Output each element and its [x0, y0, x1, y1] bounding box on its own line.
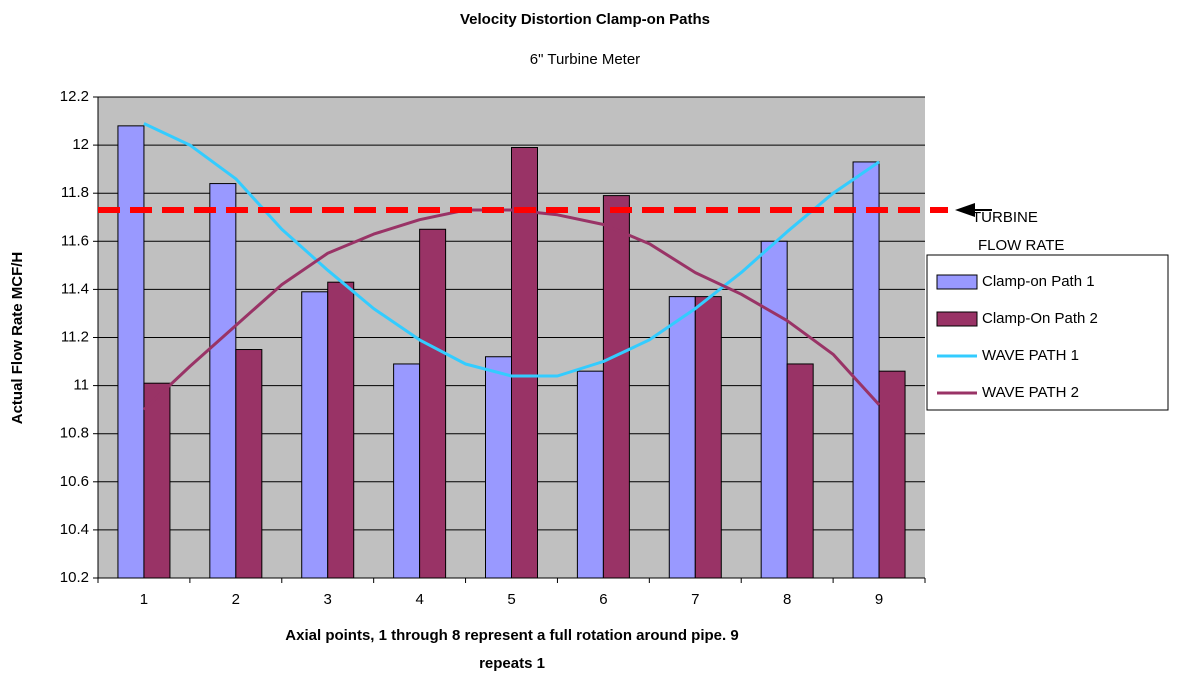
x-tick-label: 6	[599, 591, 607, 608]
bar	[668, 296, 696, 579]
annotation: FLOW RATE	[978, 237, 1064, 254]
bar	[602, 195, 630, 579]
bar	[511, 147, 538, 579]
annotation-arrow	[955, 203, 975, 218]
y-tick-label: 10.6	[60, 473, 89, 490]
bar	[419, 228, 447, 579]
bar	[143, 382, 171, 579]
legend-label: WAVE PATH 2	[982, 384, 1079, 401]
x-tick-label: 3	[324, 591, 332, 608]
y-tick-label: 12.2	[60, 88, 89, 105]
legend-label: WAVE PATH 1	[982, 347, 1079, 364]
bar	[301, 291, 329, 579]
x-tick-label: 1	[140, 591, 148, 608]
chart-title: Velocity Distortion Clamp-on Paths	[460, 11, 710, 28]
bar	[760, 240, 788, 579]
x-tick-label: 7	[691, 591, 699, 608]
y-tick-label: 10.4	[60, 521, 89, 538]
y-tick-label: 11.2	[61, 328, 89, 345]
y-tick-label: 12	[72, 136, 89, 153]
bar	[117, 125, 145, 579]
bar	[393, 363, 421, 579]
y-tick-label: 10.8	[60, 425, 89, 442]
bar	[786, 363, 814, 579]
x-tick-label: 4	[415, 591, 423, 608]
x-tick-label: 2	[232, 591, 240, 608]
bar	[878, 370, 906, 579]
x-tick-label: 9	[875, 591, 883, 608]
bar	[852, 161, 880, 579]
legend-label: Clamp-On Path 2	[982, 310, 1098, 327]
line	[142, 208, 881, 411]
legend-swatch	[936, 311, 978, 327]
bar	[576, 370, 604, 579]
y-tick-label: 11.8	[61, 184, 89, 201]
y-axis-label: Actual Flow Rate MCF/H	[9, 252, 26, 425]
x-axis-label: repeats 1	[479, 655, 545, 672]
y-tick-label: 11	[73, 377, 89, 394]
x-tick-label: 8	[783, 591, 791, 608]
x-axis-label: Axial points, 1 through 8 represent a fu…	[285, 627, 738, 644]
y-tick-label: 11.4	[61, 280, 89, 297]
bar	[694, 296, 722, 579]
bar	[485, 356, 512, 579]
bar	[327, 281, 355, 579]
legend-swatch	[936, 274, 978, 290]
annotation: TURBINE	[972, 209, 1038, 226]
bar	[235, 349, 263, 579]
legend-label: Clamp-on Path 1	[982, 273, 1095, 290]
y-tick-label: 11.6	[61, 232, 89, 249]
chart-subtitle: 6" Turbine Meter	[530, 51, 640, 68]
x-tick-label: 5	[507, 591, 515, 608]
y-tick-label: 10.2	[60, 569, 89, 586]
bar	[209, 183, 237, 579]
